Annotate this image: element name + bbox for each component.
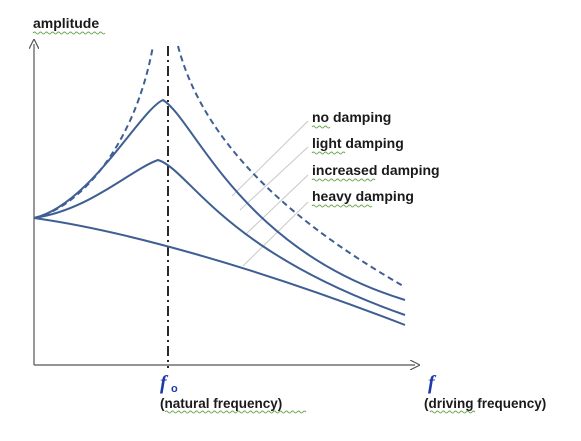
leader-line-no-damping [231, 120, 309, 197]
spellcheck-underline [32, 31, 106, 35]
no-damping-curve [33, 45, 406, 288]
leader-line-heavy-damping [242, 201, 309, 267]
label-increased-damping: increased damping [312, 162, 440, 178]
y-axis-label: amplitude [33, 15, 99, 31]
label-heavy-damping: heavy damping [312, 188, 414, 204]
label-light-damping: light damping [312, 135, 404, 151]
natural-frequency-symbol: f [160, 372, 169, 394]
leader-line-light-damping [239, 146, 309, 211]
natural-frequency-caption: (natural frequency) [160, 396, 282, 411]
spellcheck-underline [311, 204, 373, 208]
increased-damping-curve [33, 158, 406, 316]
light-damping-curve [33, 98, 406, 301]
heavy-damping-curve [33, 217, 406, 326]
spellcheck-underline [311, 151, 346, 155]
leader-line-increased-damping [244, 174, 309, 236]
spellcheck-underline [311, 178, 376, 182]
label-no-damping: no damping [312, 109, 391, 125]
spellcheck-underline [429, 410, 476, 414]
spellcheck-underline [164, 410, 307, 414]
driving-frequency-caption: (driving frequency) [424, 396, 546, 411]
spellcheck-underline [311, 125, 331, 129]
natural-frequency-subscript: o [171, 383, 178, 395]
driving-frequency-symbol: f [428, 372, 437, 394]
